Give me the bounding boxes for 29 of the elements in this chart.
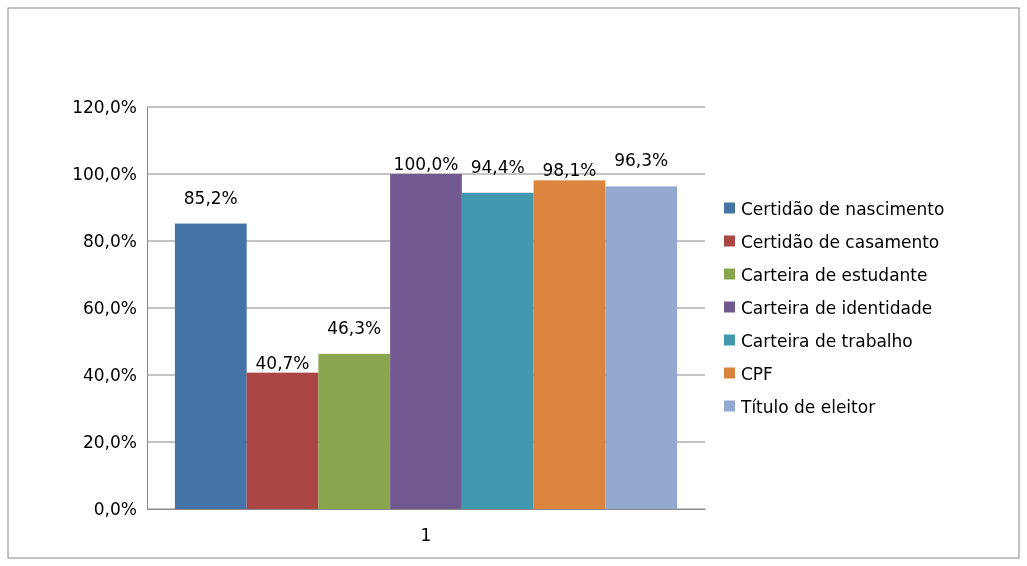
legend-label: Carteira de identidade bbox=[741, 297, 933, 318]
y-tick-label: 60,0% bbox=[82, 297, 137, 318]
legend-label: Certidão de casamento bbox=[741, 231, 940, 252]
legend-label: Carteira de trabalho bbox=[741, 330, 913, 351]
y-tick-label: 80,0% bbox=[82, 230, 137, 251]
legend-label: Carteira de estudante bbox=[741, 264, 928, 285]
x-tick-label: 1 bbox=[420, 525, 432, 546]
legend-label: Título de eleitor bbox=[740, 396, 876, 417]
data-label: 40,7% bbox=[255, 352, 310, 373]
data-label: 98,1% bbox=[542, 160, 597, 181]
data-label: 85,2% bbox=[183, 187, 238, 208]
bar bbox=[318, 353, 391, 509]
y-tick-label: 120,0% bbox=[72, 96, 137, 117]
bar bbox=[390, 174, 462, 509]
data-label: 94,4% bbox=[470, 156, 525, 177]
bar bbox=[533, 180, 606, 509]
y-tick-label: 0,0% bbox=[93, 498, 137, 519]
bar bbox=[246, 372, 319, 509]
y-tick-label: 20,0% bbox=[82, 431, 137, 452]
data-label: 46,3% bbox=[327, 317, 382, 338]
data-label: 96,3% bbox=[614, 150, 669, 171]
y-tick-label: 40,0% bbox=[82, 364, 137, 385]
legend-label: Certidão de nascimento bbox=[741, 198, 945, 219]
legend-label: CPF bbox=[741, 363, 773, 384]
y-tick-label: 100,0% bbox=[72, 163, 137, 184]
bar bbox=[461, 192, 534, 509]
data-label: 100,0% bbox=[393, 154, 459, 174]
bar bbox=[174, 223, 247, 509]
bar bbox=[605, 186, 678, 509]
